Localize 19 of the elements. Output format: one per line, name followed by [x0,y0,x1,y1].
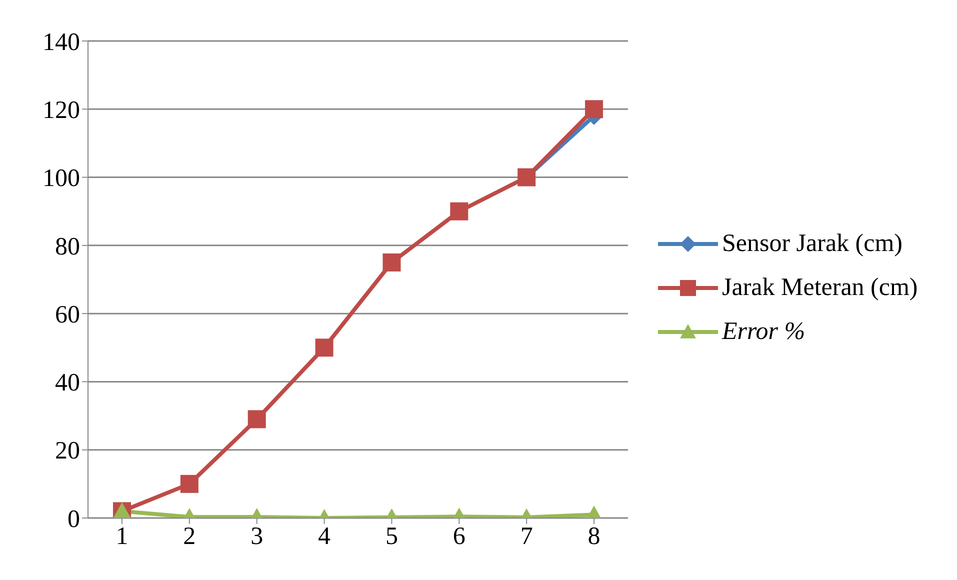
x-tick-label: 5 [385,522,398,550]
y-tick-label: 140 [42,28,80,56]
x-tick-label: 6 [452,522,466,550]
x-tick-label: 2 [183,522,196,550]
y-tick-label: 20 [55,438,80,465]
x-tick-label: 1 [116,522,128,550]
y-tick-label: 0 [68,506,80,533]
legend-label: Jarak Meteran (cm) [722,274,918,302]
x-tick-label: 4 [318,522,332,550]
x-tick-label: 8 [588,522,600,550]
y-tick-label: 120 [42,97,80,124]
y-tick-label: 40 [55,370,80,397]
y-tick-label: 60 [55,301,80,328]
legend-label: Sensor Jarak (cm) [722,230,902,258]
x-tick-label: 3 [250,522,264,550]
y-tick-label: 100 [42,165,80,192]
x-tick-label: 7 [520,522,533,550]
legend-label: Error % [722,318,806,346]
y-tick-label: 80 [55,233,80,260]
